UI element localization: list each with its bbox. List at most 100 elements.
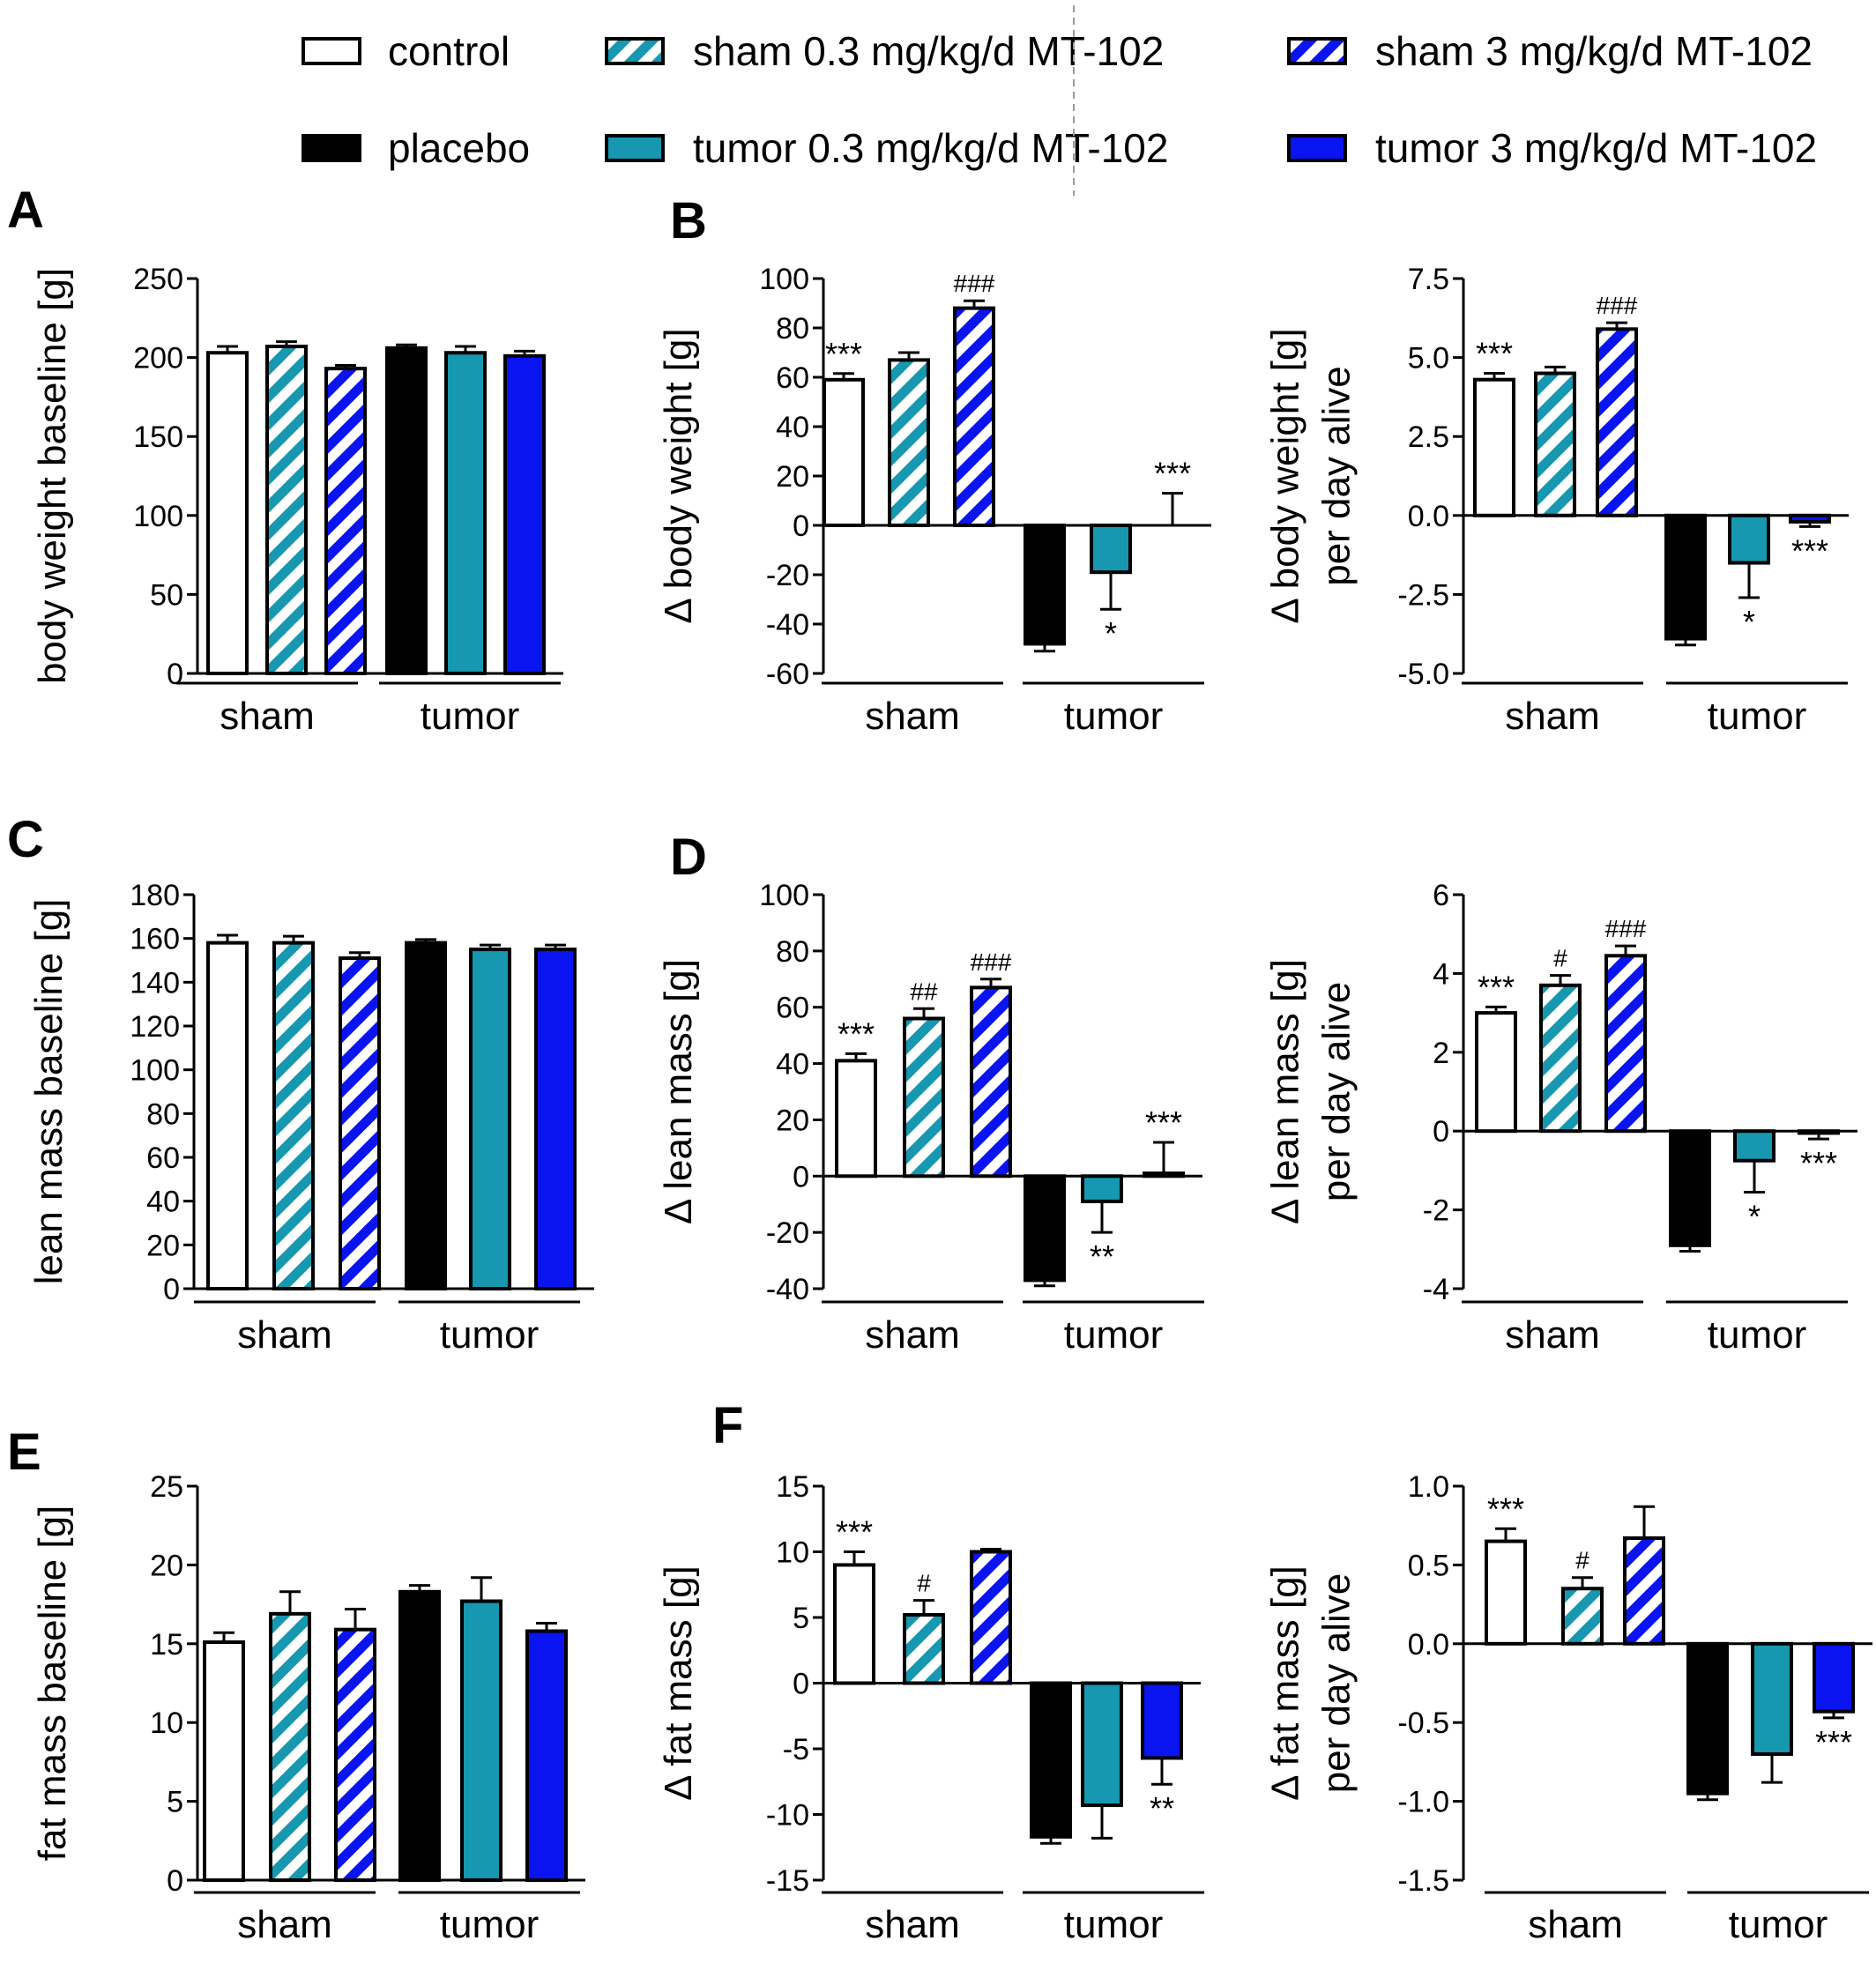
y-tick-label: -0.5 bbox=[1397, 1706, 1449, 1740]
legend-label-tumor-low: tumor 0.3 mg/kg/d MT-102 bbox=[693, 125, 1168, 171]
significance-label: ## bbox=[910, 978, 938, 1005]
group-label-sham: sham bbox=[1528, 1903, 1623, 1946]
group-label-tumor: tumor bbox=[1064, 695, 1163, 738]
y-tick-label: 0 bbox=[167, 1864, 183, 1898]
significance-label: ** bbox=[1150, 1790, 1174, 1826]
y-tick-label: 100 bbox=[759, 263, 809, 296]
panel-letter: F bbox=[712, 1397, 743, 1454]
y-tick-label: 5.0 bbox=[1408, 342, 1449, 375]
group-label-tumor: tumor bbox=[440, 1903, 539, 1946]
significance-label: *** bbox=[1791, 532, 1828, 569]
y-tick-label: 0 bbox=[793, 509, 809, 543]
y-tick-label: 40 bbox=[776, 1048, 809, 1082]
y-tick-label: 2.5 bbox=[1408, 420, 1449, 454]
bar-placebo bbox=[385, 346, 428, 675]
significance-label: *** bbox=[1815, 1724, 1852, 1760]
group-label-sham: sham bbox=[1505, 1313, 1600, 1357]
group-label-tumor: tumor bbox=[1708, 695, 1806, 738]
bar-sham-high bbox=[1623, 1536, 1665, 1646]
bar-tumor-low bbox=[469, 948, 511, 1291]
bar-control bbox=[203, 1640, 245, 1882]
group-label-sham: sham bbox=[220, 695, 315, 738]
y-tick-label: -4 bbox=[1423, 1273, 1449, 1306]
y-tick-label: 20 bbox=[776, 460, 809, 494]
bar-control bbox=[1473, 377, 1515, 517]
chart-panel-C: C 0 20 40 60 80 100 120 140 160 180 lean mass basel… bbox=[7, 811, 594, 1357]
significance-label: *** bbox=[838, 1015, 875, 1052]
y-tick-label: 80 bbox=[146, 1097, 180, 1131]
chart-panel-B: B -60 -40 -20 0 20 40 60 80 100 Δ body weight [g] *… bbox=[657, 192, 1211, 738]
bar-placebo bbox=[1669, 1129, 1711, 1247]
y-tick-label: -10 bbox=[766, 1799, 809, 1833]
legend-swatch-sham-low bbox=[605, 37, 665, 65]
y-tick-label: 40 bbox=[146, 1186, 180, 1219]
y-axis-title: per day alive bbox=[1315, 982, 1359, 1201]
y-tick-label: 0.0 bbox=[1408, 500, 1449, 533]
y-tick-label: 200 bbox=[133, 342, 183, 375]
bar-sham-low bbox=[265, 345, 308, 675]
y-tick-label: -5 bbox=[783, 1733, 809, 1766]
significance-label: * bbox=[1748, 1198, 1761, 1234]
group-label-sham: sham bbox=[237, 1903, 332, 1946]
significance-label: *** bbox=[1154, 456, 1191, 492]
legend-item-sham-low: sham 0.3 mg/kg/d MT-102 bbox=[605, 28, 1164, 74]
y-tick-label: 5 bbox=[793, 1602, 809, 1635]
legend-label-control: control bbox=[388, 28, 510, 74]
significance-label: *** bbox=[836, 1514, 873, 1550]
legend: control sham 0.3 mg/kg/d MT-102 sham 3 m… bbox=[302, 28, 1817, 171]
chart-panel-right-5: -4 -2 0 2 4 6 Δ lean mass [g] per day alive *** #… bbox=[1264, 879, 1857, 1357]
significance-label: *** bbox=[1145, 1104, 1182, 1141]
y-tick-label: 7.5 bbox=[1408, 263, 1449, 296]
bar-sham-high bbox=[339, 956, 381, 1291]
y-axis-title: per day alive bbox=[1315, 1573, 1359, 1793]
y-tick-label: 60 bbox=[146, 1141, 180, 1175]
bar-sham-low bbox=[888, 358, 930, 527]
y-tick-label: 6 bbox=[1433, 879, 1449, 912]
panel-letter: E bbox=[7, 1424, 41, 1481]
y-tick-label: 0.5 bbox=[1408, 1549, 1449, 1582]
y-axis-title: Δ body weight [g] bbox=[1264, 328, 1307, 623]
significance-label: *** bbox=[825, 336, 862, 372]
bar-tumor-high bbox=[534, 948, 577, 1291]
bar-placebo bbox=[405, 941, 447, 1290]
bar-control bbox=[833, 1563, 875, 1685]
y-tick-label: -1.0 bbox=[1397, 1786, 1449, 1819]
y-tick-label: 25 bbox=[150, 1470, 183, 1504]
bar-tumor-low bbox=[1751, 1641, 1793, 1756]
y-tick-label: -2.5 bbox=[1397, 578, 1449, 612]
y-tick-label: 160 bbox=[130, 923, 180, 956]
y-tick-label: -40 bbox=[766, 1273, 809, 1306]
y-tick-label: 10 bbox=[776, 1536, 809, 1570]
y-tick-label: 0 bbox=[793, 1160, 809, 1193]
panel-letter: A bbox=[7, 182, 44, 239]
bar-placebo bbox=[1686, 1641, 1729, 1796]
bar-sham-high bbox=[1596, 327, 1638, 517]
bar-tumor-high bbox=[1813, 1641, 1855, 1714]
y-tick-label: 180 bbox=[130, 879, 180, 912]
bar-tumor-high bbox=[1141, 1681, 1183, 1760]
bar-sham-high bbox=[334, 1627, 376, 1882]
y-tick-label: -20 bbox=[766, 559, 809, 592]
y-tick-label: 80 bbox=[776, 935, 809, 969]
bar-control bbox=[1485, 1539, 1527, 1646]
bar-sham-high bbox=[324, 367, 367, 675]
significance-label: ### bbox=[1605, 915, 1647, 942]
bar-tumor-low bbox=[1081, 1681, 1123, 1808]
y-axis-title: Δ fat mass [g] bbox=[657, 1565, 700, 1801]
y-tick-label: 0 bbox=[163, 1273, 180, 1306]
significance-label: *** bbox=[1478, 969, 1515, 1005]
chart-panel-E: E 0 5 10 15 20 25 fat mass baseline [g] sham tumo… bbox=[7, 1424, 585, 1946]
legend-item-sham-high: sham 3 mg/kg/d MT-102 bbox=[1287, 28, 1813, 74]
group-label-sham: sham bbox=[865, 1903, 960, 1946]
group-label-sham: sham bbox=[865, 695, 960, 738]
y-tick-label: 250 bbox=[133, 263, 183, 296]
legend-item-placebo: placebo bbox=[302, 125, 530, 171]
y-axis-title: Δ lean mass [g] bbox=[1264, 959, 1307, 1224]
y-tick-label: 80 bbox=[776, 312, 809, 346]
group-label-tumor: tumor bbox=[1729, 1903, 1828, 1946]
y-tick-label: 20 bbox=[146, 1229, 180, 1262]
group-label-tumor: tumor bbox=[1064, 1903, 1163, 1946]
significance-label: *** bbox=[1476, 336, 1513, 372]
bar-tumor-low bbox=[1081, 1174, 1123, 1204]
